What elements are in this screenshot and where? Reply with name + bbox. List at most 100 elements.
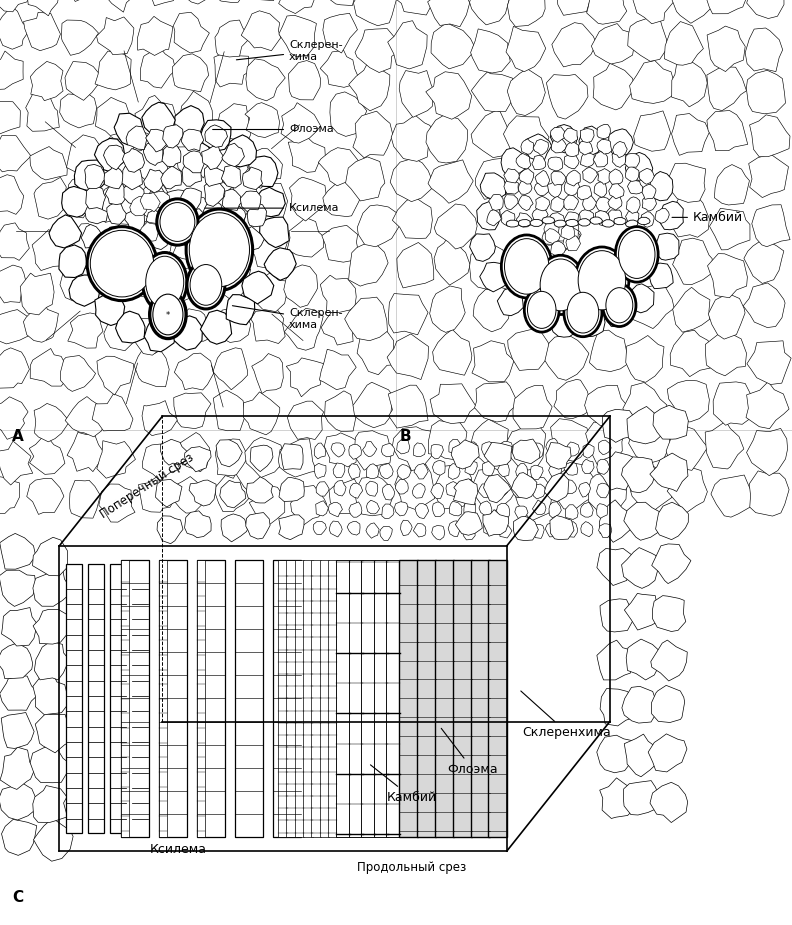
FancyBboxPatch shape bbox=[328, 560, 337, 837]
Polygon shape bbox=[392, 426, 436, 471]
Text: Продольный срез: Продольный срез bbox=[357, 861, 466, 874]
Polygon shape bbox=[325, 391, 356, 432]
Polygon shape bbox=[432, 461, 445, 475]
Polygon shape bbox=[622, 686, 657, 723]
Polygon shape bbox=[625, 154, 640, 167]
Polygon shape bbox=[670, 330, 712, 376]
Polygon shape bbox=[672, 114, 710, 155]
Polygon shape bbox=[628, 18, 667, 61]
Polygon shape bbox=[581, 502, 593, 517]
Polygon shape bbox=[596, 211, 611, 226]
Polygon shape bbox=[217, 104, 250, 143]
Polygon shape bbox=[479, 501, 492, 516]
Polygon shape bbox=[565, 142, 579, 156]
Polygon shape bbox=[465, 461, 478, 475]
Polygon shape bbox=[134, 318, 169, 355]
Polygon shape bbox=[534, 180, 549, 196]
Polygon shape bbox=[454, 479, 478, 505]
Polygon shape bbox=[630, 284, 674, 328]
Polygon shape bbox=[554, 379, 593, 419]
Ellipse shape bbox=[540, 259, 581, 311]
Polygon shape bbox=[563, 236, 576, 251]
Polygon shape bbox=[98, 137, 135, 175]
Polygon shape bbox=[596, 503, 607, 518]
Polygon shape bbox=[565, 220, 579, 236]
Polygon shape bbox=[345, 157, 385, 201]
Polygon shape bbox=[318, 148, 360, 186]
Polygon shape bbox=[204, 183, 224, 206]
Polygon shape bbox=[173, 54, 208, 92]
Polygon shape bbox=[388, 293, 428, 335]
Polygon shape bbox=[250, 445, 273, 472]
Polygon shape bbox=[59, 245, 87, 278]
Polygon shape bbox=[399, 70, 434, 117]
Polygon shape bbox=[92, 394, 133, 431]
Polygon shape bbox=[322, 302, 355, 345]
Polygon shape bbox=[144, 0, 181, 6]
Polygon shape bbox=[147, 206, 166, 228]
Polygon shape bbox=[279, 16, 317, 56]
Polygon shape bbox=[710, 208, 750, 250]
Polygon shape bbox=[189, 480, 216, 506]
Polygon shape bbox=[482, 461, 494, 476]
Polygon shape bbox=[626, 220, 638, 228]
Polygon shape bbox=[345, 297, 387, 340]
Polygon shape bbox=[329, 521, 342, 537]
Ellipse shape bbox=[143, 253, 187, 312]
Polygon shape bbox=[59, 92, 97, 128]
Polygon shape bbox=[2, 608, 37, 646]
Polygon shape bbox=[544, 474, 569, 501]
Polygon shape bbox=[132, 262, 167, 299]
Polygon shape bbox=[478, 484, 490, 498]
Polygon shape bbox=[105, 227, 124, 248]
Polygon shape bbox=[434, 465, 472, 509]
Polygon shape bbox=[260, 217, 289, 248]
Polygon shape bbox=[469, 469, 515, 514]
Polygon shape bbox=[747, 0, 784, 18]
Ellipse shape bbox=[564, 289, 602, 337]
Polygon shape bbox=[392, 196, 432, 239]
Polygon shape bbox=[512, 439, 540, 463]
Polygon shape bbox=[501, 211, 515, 226]
Polygon shape bbox=[600, 688, 634, 726]
Polygon shape bbox=[213, 224, 247, 265]
Polygon shape bbox=[33, 818, 73, 861]
Polygon shape bbox=[391, 115, 436, 161]
Polygon shape bbox=[397, 464, 411, 479]
Polygon shape bbox=[579, 209, 593, 224]
Polygon shape bbox=[0, 223, 29, 260]
Polygon shape bbox=[227, 135, 257, 166]
Polygon shape bbox=[69, 275, 100, 306]
Polygon shape bbox=[21, 273, 54, 315]
Polygon shape bbox=[659, 202, 683, 229]
Polygon shape bbox=[430, 384, 476, 424]
Polygon shape bbox=[32, 785, 67, 822]
Polygon shape bbox=[140, 222, 159, 241]
Polygon shape bbox=[550, 515, 574, 539]
Polygon shape bbox=[565, 522, 577, 537]
Polygon shape bbox=[587, 0, 626, 24]
Polygon shape bbox=[214, 261, 251, 302]
Polygon shape bbox=[544, 222, 559, 236]
Polygon shape bbox=[519, 179, 532, 194]
Polygon shape bbox=[162, 144, 181, 166]
Polygon shape bbox=[550, 232, 564, 247]
Polygon shape bbox=[144, 320, 176, 352]
Polygon shape bbox=[175, 433, 210, 472]
Polygon shape bbox=[0, 348, 29, 388]
Polygon shape bbox=[484, 520, 495, 535]
Polygon shape bbox=[579, 482, 591, 497]
Polygon shape bbox=[349, 483, 363, 499]
Polygon shape bbox=[609, 169, 623, 184]
Polygon shape bbox=[33, 674, 67, 715]
Polygon shape bbox=[413, 443, 425, 457]
Polygon shape bbox=[513, 523, 527, 537]
Polygon shape bbox=[514, 477, 552, 521]
Polygon shape bbox=[104, 145, 126, 170]
Polygon shape bbox=[590, 217, 603, 224]
Polygon shape bbox=[249, 156, 278, 187]
Polygon shape bbox=[333, 463, 345, 478]
Polygon shape bbox=[0, 265, 26, 302]
Polygon shape bbox=[0, 0, 33, 12]
Polygon shape bbox=[598, 440, 611, 454]
